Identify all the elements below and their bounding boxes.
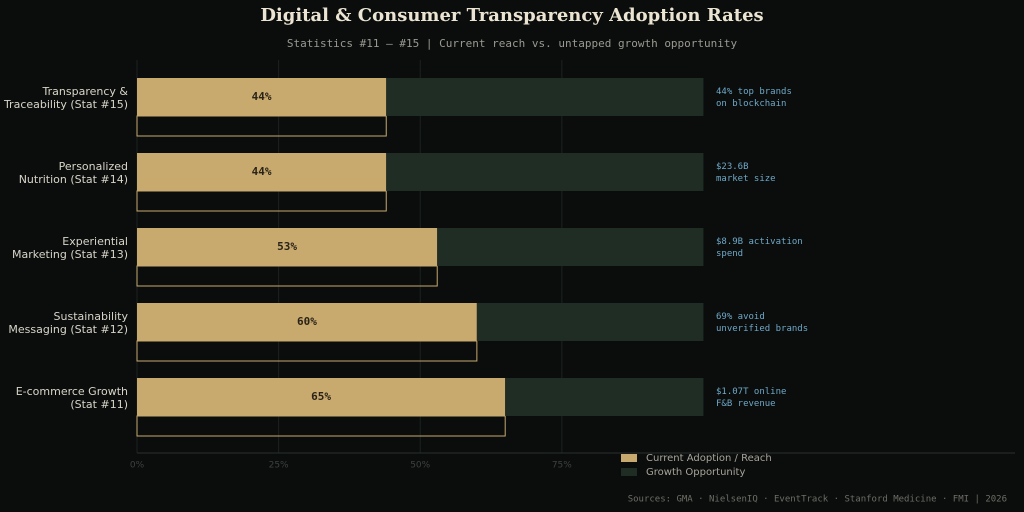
category-line: Traceability (Stat #15) [3,98,128,111]
bar-outline [136,415,506,437]
category-line: Experiential [62,235,128,248]
x-tick-label: 50% [410,461,430,471]
annotation-line: on blockchain [716,99,786,109]
category-label: E-commerce Growth (Stat #11) [16,385,128,411]
bar-segment [137,378,506,416]
x-tick-label: 0% [130,461,145,471]
category-line: Transparency & [42,85,129,98]
annotation: 44% top brands on blockchain [716,87,792,109]
chart-subtitle: Statistics #11 – #15 | Current reach vs.… [287,37,738,50]
bar-segment [137,228,438,266]
legend-swatch [621,468,637,476]
chart-title: Digital & Consumer Transparency Adoption… [260,5,763,26]
category-line: Personalized [59,160,128,173]
value-label: 44% [252,165,272,178]
category-line: Marketing (Stat #13) [12,248,128,261]
bar-outline [136,340,478,362]
annotation-line: F&B revenue [716,399,776,409]
value-label: 53% [277,240,297,253]
x-tick-label: 25% [269,461,289,471]
annotation-line: $8.9B activation [716,237,803,247]
category-line: Messaging (Stat #12) [8,323,128,336]
bar-segment [386,78,704,116]
category-line: (Stat #11) [70,398,128,411]
bar-outline [136,190,387,212]
annotation-line: unverified brands [716,324,808,334]
bar-segment [476,303,704,341]
category-label: Personalized Nutrition (Stat #14) [19,160,128,186]
category-line: Nutrition (Stat #14) [19,173,128,186]
category-label: Sustainability Messaging (Stat #12) [8,310,128,336]
annotation: $23.6B market size [716,162,776,184]
annotation-line: 44% top brands [716,87,792,97]
legend-label: Growth Opportunity [646,467,745,478]
bar-segment [137,78,387,116]
annotation: $8.9B activation spend [716,237,803,259]
annotation-line: 69% avoid [716,312,765,322]
bar-segment [505,378,704,416]
category-line: Sustainability [54,310,129,323]
annotation-line: $23.6B [716,162,749,172]
category-label: Transparency & Traceability (Stat #15) [3,85,128,111]
annotation: $1.07T online F&B revenue [716,387,786,409]
annotation-line: spend [716,249,743,259]
annotation-line: market size [716,174,776,184]
annotation: 69% avoid unverified brands [716,312,808,334]
category-label: Experiential Marketing (Stat #13) [12,235,128,261]
bar-outline [136,265,438,287]
bar-segment [137,153,387,191]
value-label: 65% [311,390,331,403]
value-label: 44% [252,90,272,103]
annotation-line: $1.07T online [716,387,786,397]
bar-segment [437,228,704,266]
legend-swatch [621,454,637,462]
legend-label: Current Adoption / Reach [646,453,772,464]
bar-segment [386,153,704,191]
value-label: 60% [297,315,317,328]
source-note: Sources: GMA · NielsenIQ · EventTrack · … [628,495,1007,505]
bar-segment [137,303,477,341]
bar-outline [136,115,387,137]
category-line: E-commerce Growth [16,385,128,398]
x-tick-label: 75% [552,461,572,471]
